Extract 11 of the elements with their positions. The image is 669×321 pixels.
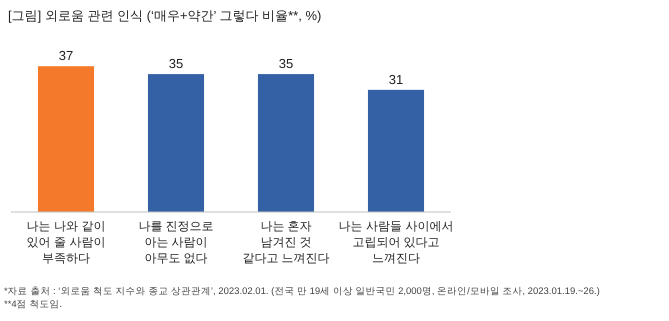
- chart-title: [그림] 외로움 관련 인식 (‘매우+약간’ 그렇다 비율**, %): [8, 8, 322, 23]
- text: *자료 출처 : ‘외로움 척도 지수와 종교 상관관계’, 2023.02.01. (전국 만 19세 이상 일반국민 2,000명, 온라인/모바일 조사, 2023.01.19.~26.): [4, 286, 600, 297]
- data-label: 31: [388, 72, 404, 87]
- x-tick-label: 나는 혼자 남겨진 것 같다고 느껴진다: [242, 219, 330, 265]
- text: **4점 척도임.: [4, 299, 62, 310]
- x-tick-label: 나를 진정으로 아는 사람이 아무도 없다: [138, 219, 214, 265]
- data-label: 35: [168, 56, 184, 72]
- data-label: 35: [278, 56, 294, 72]
- x-tick-label: 나는 사람들 사이에서 고립되어 있다고 느껴진다: [338, 219, 454, 265]
- data-label: 37: [58, 48, 74, 64]
- x-tick-label: 나는 나와 같이 있어 줄 사람이 부족하다: [26, 219, 106, 265]
